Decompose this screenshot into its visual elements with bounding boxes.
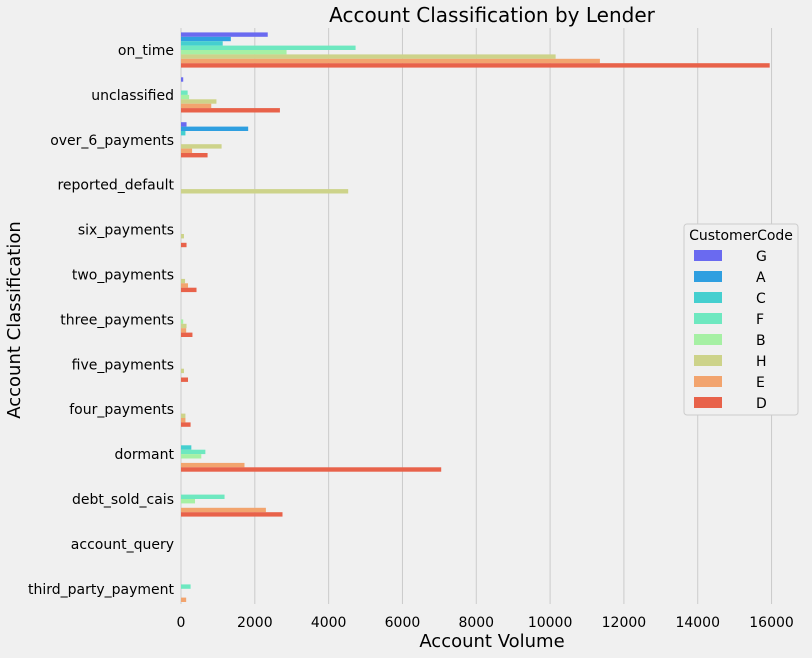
bar-E-unclassified <box>181 103 212 109</box>
y-tick-label: over_6_payments <box>50 133 174 149</box>
legend-label-G: G <box>756 249 767 265</box>
x-tick-label: 4000 <box>311 615 347 631</box>
bar-H-over_6_payments <box>181 144 222 149</box>
bar-D-two_payments <box>181 287 197 293</box>
bar-F-unclassified <box>181 90 188 95</box>
legend-swatch-H <box>694 355 722 366</box>
bar-H-on_time <box>181 54 556 59</box>
bar-C-over_6_payments <box>181 131 186 136</box>
bar-H-unclassified <box>181 99 217 104</box>
bar-D-dormant <box>181 467 442 472</box>
bar-H-three_payments <box>181 323 187 329</box>
x-tick-label: 2000 <box>237 615 273 631</box>
y-tick-label: dormant <box>114 447 174 463</box>
legend-swatch-E <box>694 376 722 387</box>
bar-E-dormant <box>181 462 245 468</box>
bar-D-four_payments <box>181 422 191 427</box>
bar-G-unclassified <box>181 77 184 82</box>
bar-G-over_6_payments <box>181 122 187 127</box>
x-tick-label: 8000 <box>458 615 494 631</box>
y-tick-label: debt_sold_cais <box>72 492 174 508</box>
bar-B-dormant <box>181 454 202 459</box>
bar-H-five_payments <box>181 368 184 374</box>
bar-H-reported_default <box>181 189 349 194</box>
y-tick-label: reported_default <box>57 178 174 194</box>
y-tick-label: five_payments <box>72 357 174 373</box>
legend-swatch-D <box>694 397 722 408</box>
legend-swatch-G <box>694 250 722 261</box>
y-tick-label: three_payments <box>60 312 174 328</box>
grid-layer <box>180 28 773 604</box>
chart-title: Account Classification by Lender <box>329 3 655 27</box>
legend-label-C: C <box>756 291 766 307</box>
bar-D-on_time <box>181 63 770 68</box>
bar-C-dormant <box>181 445 192 450</box>
legend-swatch-B <box>694 334 722 345</box>
bar-B-unclassified <box>181 94 190 100</box>
bar-F-debt_sold_cais <box>181 494 225 499</box>
bar-H-six_payments <box>181 234 184 239</box>
bar-F-dormant <box>181 449 206 455</box>
x-tick-label: 12000 <box>602 615 647 631</box>
y-tick-label: four_payments <box>69 402 174 418</box>
bar-D-five_payments <box>181 377 189 382</box>
legend-title: CustomerCode <box>689 228 793 244</box>
bar-A-over_6_payments <box>181 126 249 131</box>
x-axis-title: Account Volume <box>419 631 564 652</box>
x-tick-label: 14000 <box>675 615 720 631</box>
y-tick-label: two_payments <box>72 268 174 284</box>
legend-swatch-F <box>694 313 722 324</box>
bar-E-over_6_payments <box>181 148 193 153</box>
bar-E-two_payments <box>181 283 189 288</box>
y-tick-label: account_query <box>71 537 174 553</box>
bar-H-four_payments <box>181 413 186 418</box>
x-tick-label: 6000 <box>385 615 421 631</box>
y-tick-label: third_party_payment <box>28 582 175 598</box>
bar-E-debt_sold_cais <box>181 507 266 513</box>
legend-label-B: B <box>756 333 766 349</box>
bar-H-two_payments <box>181 278 186 284</box>
bar-F-third_party_payment <box>181 584 191 589</box>
bar-D-unclassified <box>181 108 280 113</box>
x-tick-label: 16000 <box>749 615 794 631</box>
bar-B-debt_sold_cais <box>181 499 196 504</box>
y-tick-label: on_time <box>118 43 174 59</box>
bar-A-on_time <box>181 36 231 42</box>
bar-C-on_time <box>181 41 223 46</box>
bar-B-on_time <box>181 50 287 55</box>
bar-D-over_6_payments <box>181 153 208 158</box>
y-tick-label: unclassified <box>91 88 174 104</box>
legend-label-A: A <box>756 270 766 286</box>
bar-E-three_payments <box>181 328 187 333</box>
y-tick-label: six_payments <box>78 223 174 239</box>
x-tick-label: 0 <box>177 615 186 631</box>
bar-E-third_party_payment <box>181 597 187 602</box>
legend-label-E: E <box>756 375 765 391</box>
bar-B-three_payments <box>181 319 184 324</box>
legend-label-F: F <box>756 312 764 328</box>
y-axis-title: Account Classification <box>4 221 25 419</box>
legend-label-H: H <box>756 354 767 370</box>
bar-D-debt_sold_cais <box>181 512 283 517</box>
bar-D-three_payments <box>181 332 193 337</box>
legend-swatch-C <box>694 292 722 303</box>
legend-label-D: D <box>756 396 767 412</box>
x-tick-label: 10000 <box>528 615 573 631</box>
legend-swatch-A <box>694 271 722 282</box>
bar-layer <box>181 32 770 602</box>
bar-F-on_time <box>181 45 356 50</box>
bar-E-four_payments <box>181 418 186 423</box>
bar-G-on_time <box>181 32 268 37</box>
bar-E-on_time <box>181 58 600 64</box>
bar-D-six_payments <box>181 242 187 248</box>
tick-layer: 0 2000 4000 6000 8000 10000 12000 14000 16000 on_… <box>28 43 794 631</box>
